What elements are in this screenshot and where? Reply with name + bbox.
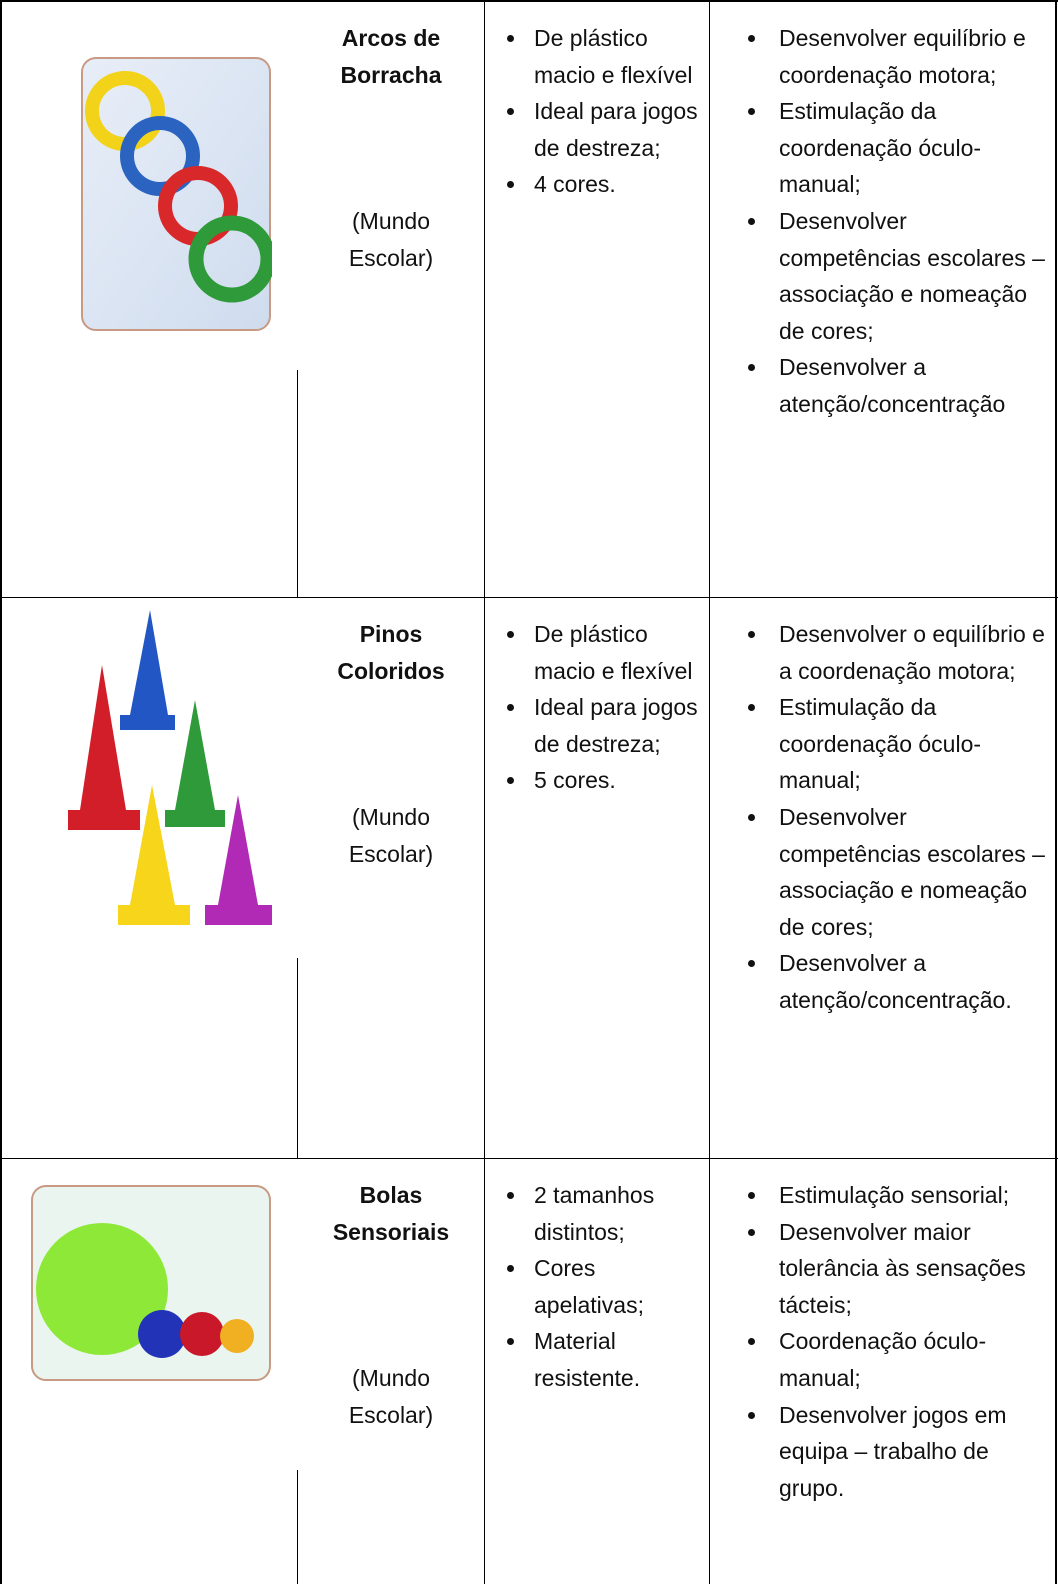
product-cell: Arcos de Borracha (Mundo Escolar) [300, 20, 482, 597]
features-cell: 2 tamanhos distintos;Cores apelativas;Ma… [504, 1177, 702, 1584]
feature-item: De plástico macio e flexível [528, 616, 702, 689]
benefit-item: Desenvolver competências escolares – ass… [769, 799, 1055, 945]
benefits-list: Estimulação sensorial;Desenvolver maior … [731, 1177, 1055, 1506]
features-list: De plástico macio e flexívelIdeal para j… [504, 20, 702, 203]
benefit-item: Estimulação sensorial; [769, 1177, 1055, 1214]
feature-item: Ideal para jogos de destreza; [528, 689, 702, 762]
features-cell: De plástico macio e flexívelIdeal para j… [504, 20, 702, 597]
benefit-item: Estimulação da coordenação óculo-manual; [769, 689, 1055, 799]
benefit-item: Desenvolver maior tolerância às sensaçõe… [769, 1214, 1055, 1324]
balls-image [31, 1185, 271, 1381]
benefit-item: Desenvolver a atenção/concentração. [769, 945, 1055, 1018]
benefit-item: Coordenação óculo-manual; [769, 1323, 1055, 1396]
product-cell: Pinos Coloridos (Mundo Escolar) [300, 616, 482, 1158]
features-list: 2 tamanhos distintos;Cores apelativas;Ma… [504, 1177, 702, 1397]
border [484, 0, 485, 1584]
feature-item: 5 cores. [528, 762, 702, 799]
benefit-item: Desenvolver equilíbrio e coordenação mot… [769, 20, 1055, 93]
border [0, 1158, 1058, 1159]
product-source: (Mundo Escolar) [348, 804, 434, 867]
border [297, 1470, 298, 1584]
border [1055, 0, 1057, 1584]
border [0, 0, 1058, 2]
product-source: (Mundo Escolar) [348, 1365, 434, 1428]
feature-item: Material resistente. [528, 1323, 702, 1396]
border [297, 958, 298, 1158]
product-cell: Bolas Sensoriais (Mundo Escolar) [300, 1177, 482, 1584]
features-list: De plástico macio e flexívelIdeal para j… [504, 616, 702, 799]
feature-item: Ideal para jogos de destreza; [528, 93, 702, 166]
feature-item: Cores apelativas; [528, 1250, 702, 1323]
product-name: Pinos Coloridos [337, 621, 445, 684]
feature-item: 4 cores. [528, 166, 702, 203]
cones-image [68, 610, 272, 925]
benefit-item: Estimulação da coordenação óculo-manual; [769, 93, 1055, 203]
benefit-item: Desenvolver o equilíbrio e a coordenação… [769, 616, 1055, 689]
product-name: Bolas Sensoriais [332, 1182, 450, 1245]
benefits-list: Desenvolver equilíbrio e coordenação mot… [731, 20, 1055, 423]
product-source: (Mundo Escolar) [348, 208, 434, 271]
benefits-cell: Desenvolver equilíbrio e coordenação mot… [731, 20, 1055, 597]
benefit-item: Desenvolver a atenção/concentração [769, 349, 1055, 422]
border [297, 370, 298, 597]
feature-item: 2 tamanhos distintos; [528, 1177, 702, 1250]
border [0, 0, 2, 1584]
product-name: Arcos de Borracha [340, 25, 442, 88]
benefits-list: Desenvolver o equilíbrio e a coordenação… [731, 616, 1055, 1019]
feature-item: De plástico macio e flexível [528, 20, 702, 93]
benefit-item: Desenvolver jogos em equipa – trabalho d… [769, 1397, 1055, 1507]
border [709, 0, 710, 1584]
benefits-cell: Desenvolver o equilíbrio e a coordenação… [731, 616, 1055, 1158]
border [0, 597, 1058, 598]
features-cell: De plástico macio e flexívelIdeal para j… [504, 616, 702, 1158]
benefits-cell: Estimulação sensorial;Desenvolver maior … [731, 1177, 1055, 1584]
rings-image [81, 57, 272, 331]
benefit-item: Desenvolver competências escolares – ass… [769, 203, 1055, 349]
